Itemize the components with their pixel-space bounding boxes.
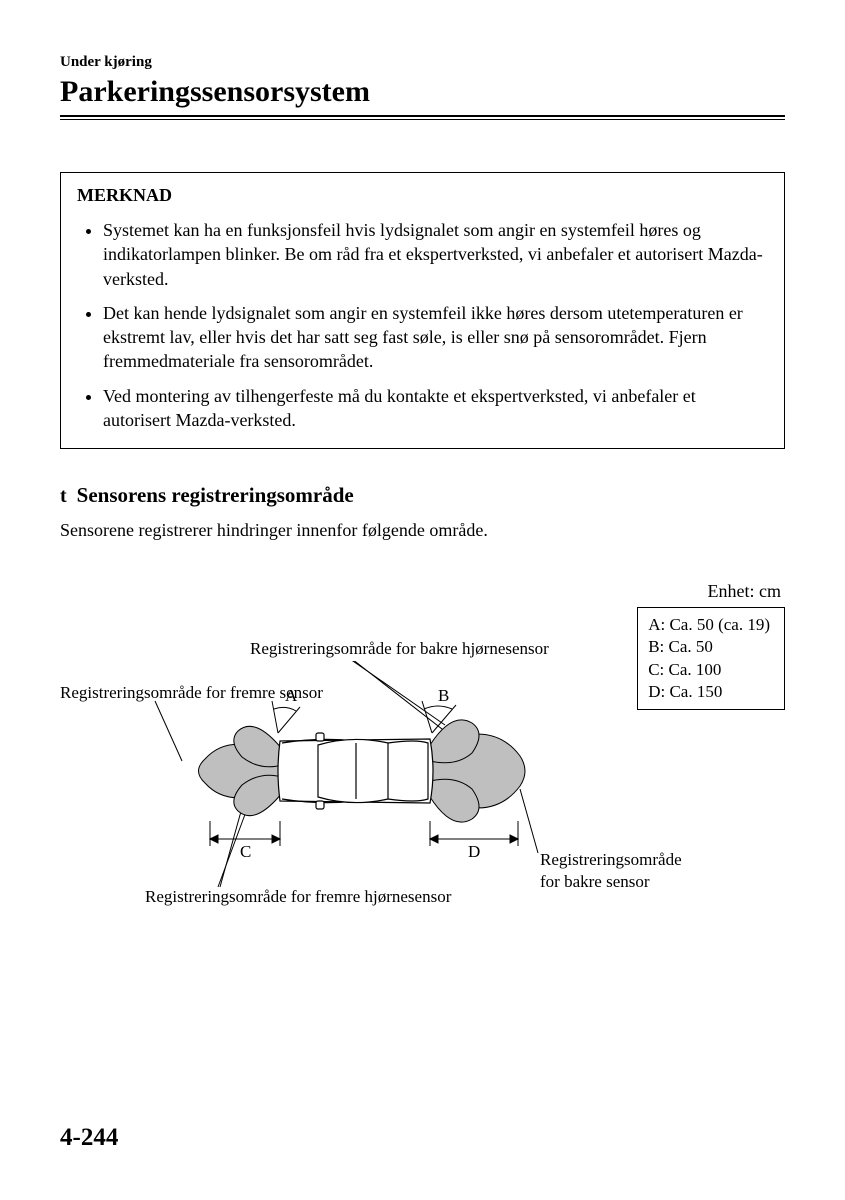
letter-b: B (438, 686, 449, 705)
note-item: Systemet kan ha en funksjonsfeil hvis ly… (103, 218, 768, 291)
legend-a: A: Ca. 50 (ca. 19) (648, 614, 770, 636)
note-list: Systemet kan ha en funksjonsfeil hvis ly… (77, 218, 768, 432)
note-heading: MERKNAD (77, 185, 768, 206)
legend-c: C: Ca. 100 (648, 659, 770, 681)
subheading: Sensorens registreringsområde (77, 483, 354, 508)
callout-rear-corner: Registreringsområde for bakre hjørnesens… (250, 639, 549, 659)
sensor-diagram: Enhet: cm A: Ca. 50 (ca. 19) B: Ca. 50 C… (60, 581, 785, 941)
title-rule-thin (60, 119, 785, 120)
letter-d: D (468, 842, 480, 861)
car-outline (278, 733, 433, 809)
car-svg: C D A B (120, 661, 640, 891)
legend-b: B: Ca. 50 (648, 636, 770, 658)
note-item: Det kan hende lydsignalet som angir en s… (103, 301, 768, 374)
page-number: 4-244 (60, 1124, 118, 1152)
letter-c: C (240, 842, 251, 861)
page-title: Parkeringssensorsystem (60, 75, 785, 109)
letter-a: A (285, 686, 298, 705)
legend-box: A: Ca. 50 (ca. 19) B: Ca. 50 C: Ca. 100 … (637, 607, 785, 709)
legend-d: D: Ca. 150 (648, 681, 770, 703)
section-intro: Sensorene registrerer hindringer innenfo… (60, 520, 785, 541)
subheading-row: t Sensorens registreringsområde (60, 483, 785, 508)
note-box: MERKNAD Systemet kan ha en funksjonsfeil… (60, 172, 785, 449)
title-rule-thick (60, 115, 785, 117)
unit-label: Enhet: cm (708, 581, 781, 602)
chapter-label: Under kjøring (60, 54, 785, 71)
subheading-marker: t (60, 485, 67, 508)
note-item: Ved montering av tilhengerfeste må du ko… (103, 384, 768, 433)
